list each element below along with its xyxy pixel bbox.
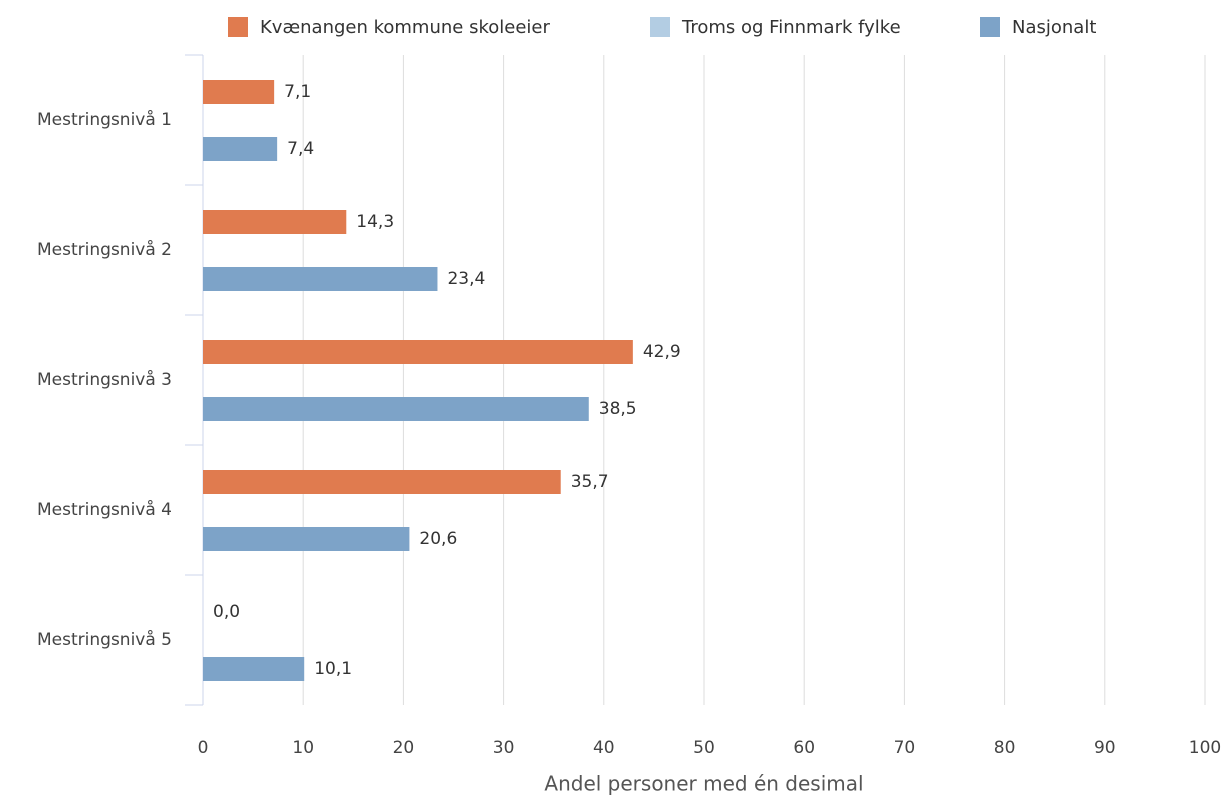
x-tick-label: 90 bbox=[1094, 738, 1116, 758]
x-tick-label: 80 bbox=[994, 738, 1016, 758]
legend-label: Kvænangen kommune skoleeier bbox=[260, 17, 550, 38]
data-label: 20,6 bbox=[419, 529, 457, 549]
data-label: 7,1 bbox=[284, 82, 311, 102]
data-label: 10,1 bbox=[314, 659, 352, 679]
data-label: 0,0 bbox=[213, 602, 240, 622]
data-label: 23,4 bbox=[447, 269, 485, 289]
data-label: 14,3 bbox=[356, 212, 394, 232]
data-label: 38,5 bbox=[599, 399, 637, 419]
x-tick-label: 0 bbox=[198, 738, 209, 758]
x-tick-label: 40 bbox=[593, 738, 615, 758]
y-tick-label: Mestringsnivå 3 bbox=[37, 369, 172, 390]
x-tick-label: 70 bbox=[894, 738, 916, 758]
legend-swatch bbox=[228, 17, 248, 37]
bar bbox=[203, 267, 438, 291]
y-tick-label: Mestringsnivå 5 bbox=[37, 629, 172, 650]
y-tick-label: Mestringsnivå 1 bbox=[37, 109, 172, 130]
data-label: 35,7 bbox=[571, 472, 609, 492]
bar bbox=[203, 527, 410, 551]
bar bbox=[203, 470, 561, 494]
bar bbox=[203, 657, 305, 681]
x-tick-label: 30 bbox=[493, 738, 515, 758]
legend-label: Troms og Finnmark fylke bbox=[681, 17, 901, 38]
legend-label: Nasjonalt bbox=[1012, 17, 1096, 38]
x-axis-title: Andel personer med én desimal bbox=[544, 772, 863, 796]
x-tick-label: 100 bbox=[1189, 738, 1221, 758]
x-tick-label: 60 bbox=[793, 738, 815, 758]
bar bbox=[203, 340, 633, 364]
bar bbox=[203, 137, 278, 161]
x-tick-label: 10 bbox=[292, 738, 314, 758]
bar bbox=[203, 210, 347, 234]
bar bbox=[203, 397, 589, 421]
data-label: 42,9 bbox=[643, 342, 681, 362]
x-tick-label: 50 bbox=[693, 738, 715, 758]
legend-swatch bbox=[980, 17, 1000, 37]
y-tick-label: Mestringsnivå 4 bbox=[37, 499, 172, 520]
x-tick-label: 20 bbox=[393, 738, 415, 758]
y-tick-label: Mestringsnivå 2 bbox=[37, 239, 172, 260]
bar bbox=[203, 80, 275, 104]
legend-swatch bbox=[650, 17, 670, 37]
data-label: 7,4 bbox=[287, 139, 314, 159]
